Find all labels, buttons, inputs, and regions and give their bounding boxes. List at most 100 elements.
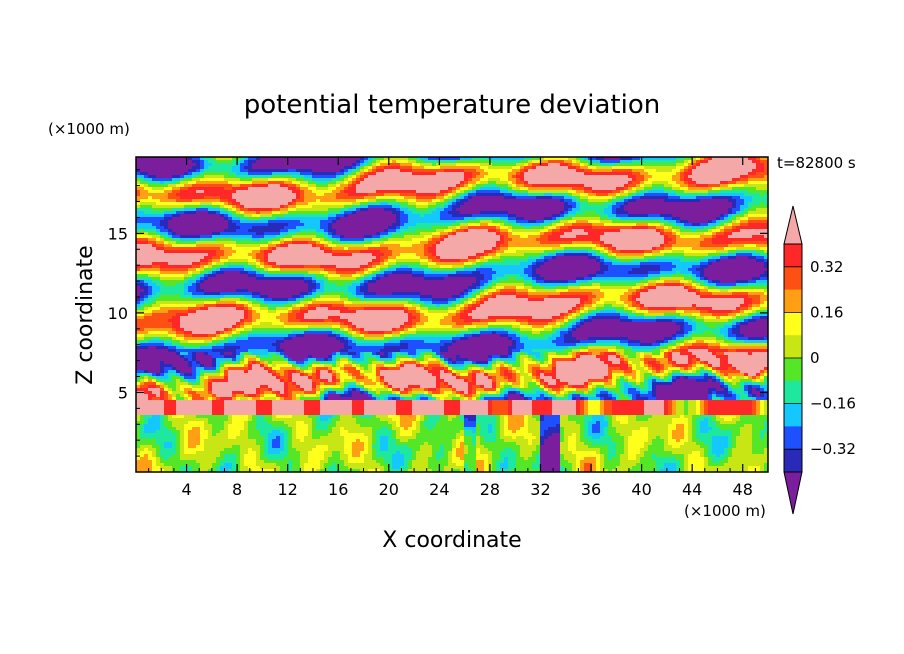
heatmap-cell — [576, 226, 581, 230]
heatmap-cell — [268, 166, 273, 170]
chart-title: potential temperature deviation — [244, 90, 660, 120]
heatmap-cell — [452, 235, 457, 239]
heatmap-cell — [312, 175, 317, 179]
heatmap-cell — [760, 181, 765, 185]
heatmap-cell — [404, 247, 409, 251]
heatmap-cell — [760, 244, 765, 248]
heatmap-cell — [148, 163, 153, 167]
heatmap-cell — [508, 205, 513, 209]
heatmap-cell — [524, 205, 529, 209]
heatmap-cell — [376, 166, 381, 170]
heatmap-cell — [472, 196, 477, 200]
heatmap-cell — [496, 244, 501, 248]
heatmap-cell — [644, 214, 649, 218]
heatmap-cell — [508, 217, 513, 221]
heatmap-cell — [364, 244, 369, 248]
heatmap-cell — [248, 169, 253, 173]
heatmap-cell — [500, 166, 505, 170]
heatmap-cell — [388, 157, 393, 161]
heatmap-cell — [720, 205, 725, 209]
heatmap-cell — [684, 226, 689, 230]
heatmap-cell — [336, 196, 341, 200]
heatmap-cell — [420, 250, 425, 254]
heatmap-cell — [728, 193, 733, 197]
heatmap-cell — [544, 226, 549, 230]
heatmap-cell — [500, 160, 505, 164]
heatmap-cell — [424, 196, 429, 200]
heatmap-cell — [756, 202, 761, 206]
heatmap-cell — [312, 208, 317, 212]
heatmap-cell — [740, 196, 745, 200]
heatmap-cell — [168, 247, 173, 251]
heatmap-cell — [652, 223, 657, 227]
heatmap-cell — [548, 175, 553, 179]
heatmap-cell — [568, 214, 573, 218]
heatmap-cell — [492, 163, 497, 167]
heatmap-cell — [268, 187, 273, 191]
heatmap-cell — [436, 208, 441, 212]
heatmap-cell — [436, 172, 441, 176]
heatmap-cell — [308, 232, 313, 236]
heatmap-cell — [564, 229, 569, 233]
heatmap-cell — [236, 238, 241, 242]
heatmap-cell — [136, 223, 141, 227]
heatmap-cell — [540, 178, 545, 182]
heatmap-cell — [272, 199, 277, 203]
heatmap-cell — [752, 199, 757, 203]
heatmap-cell — [300, 223, 305, 227]
heatmap-cell — [316, 157, 321, 161]
heatmap-cell — [724, 238, 729, 242]
heatmap-cell — [320, 163, 325, 167]
heatmap-cell — [628, 199, 633, 203]
heatmap-cell — [436, 196, 441, 200]
heatmap-cell — [240, 199, 245, 203]
heatmap-cell — [240, 232, 245, 236]
heatmap-cell — [632, 241, 637, 245]
heatmap-cell — [164, 196, 169, 200]
heatmap-cell — [372, 250, 377, 254]
heatmap-cell — [572, 190, 577, 194]
heatmap-cell — [580, 241, 585, 245]
heatmap-cell — [392, 193, 397, 197]
heatmap-cell — [652, 244, 657, 248]
heatmap-cell — [676, 184, 681, 188]
heatmap-cell — [352, 163, 357, 167]
heatmap-cell — [256, 157, 261, 161]
heatmap-cell — [704, 205, 709, 209]
heatmap-cell — [356, 190, 361, 194]
heatmap-cell — [764, 190, 768, 194]
heatmap-cell — [284, 208, 289, 212]
heatmap-cell — [752, 241, 757, 245]
heatmap-cell — [752, 202, 757, 206]
heatmap-cell — [364, 199, 369, 203]
heatmap-cell — [536, 205, 541, 209]
heatmap-cell — [644, 187, 649, 191]
heatmap-cell — [324, 226, 329, 230]
heatmap-cell — [152, 211, 157, 215]
heatmap-cell — [228, 166, 233, 170]
heatmap-cell — [164, 205, 169, 209]
heatmap-cell — [440, 166, 445, 170]
heatmap-cell — [368, 238, 373, 242]
heatmap-cell — [328, 217, 333, 221]
heatmap-cell — [448, 160, 453, 164]
heatmap-cell — [376, 244, 381, 248]
heatmap-cell — [600, 238, 605, 242]
heatmap-cell — [748, 247, 753, 251]
heatmap-cell — [188, 160, 193, 164]
heatmap-cell — [744, 169, 749, 173]
heatmap-cell — [708, 223, 713, 227]
heatmap-cell — [480, 241, 485, 245]
heatmap-cell — [548, 205, 553, 209]
heatmap-cell — [492, 196, 497, 200]
heatmap-cell — [228, 199, 233, 203]
heatmap-cell — [688, 196, 693, 200]
heatmap-cell — [224, 232, 229, 236]
heatmap-cell — [376, 241, 381, 245]
heatmap-cell — [304, 163, 309, 167]
heatmap-cell — [540, 160, 545, 164]
heatmap-cell — [320, 166, 325, 170]
heatmap-cell — [260, 226, 265, 230]
heatmap-cell — [592, 241, 597, 245]
heatmap-cell — [436, 160, 441, 164]
